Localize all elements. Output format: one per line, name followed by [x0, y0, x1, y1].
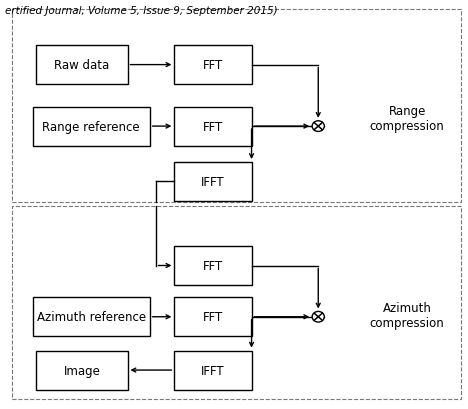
Bar: [33, 107, 150, 146]
Bar: [175, 246, 252, 285]
Bar: [175, 107, 252, 146]
Text: Range reference: Range reference: [43, 120, 140, 133]
Bar: [175, 162, 252, 201]
Text: FFT: FFT: [203, 59, 223, 72]
Bar: [12, 10, 461, 202]
Bar: [175, 46, 252, 85]
Bar: [33, 298, 150, 336]
Text: Raw data: Raw data: [54, 59, 110, 72]
Text: IFFT: IFFT: [201, 364, 225, 377]
Text: Range
compression: Range compression: [370, 105, 445, 133]
Text: ertified Journal, Volume 5, Issue 9, September 2015): ertified Journal, Volume 5, Issue 9, Sep…: [5, 6, 278, 16]
Bar: [175, 351, 252, 389]
Text: Azimuth
compression: Azimuth compression: [370, 301, 445, 329]
Bar: [37, 46, 127, 85]
Text: Image: Image: [64, 364, 100, 377]
Circle shape: [312, 121, 324, 132]
Text: FFT: FFT: [203, 310, 223, 324]
Bar: [37, 351, 127, 389]
Text: FFT: FFT: [203, 259, 223, 272]
Bar: [12, 207, 461, 399]
Text: FFT: FFT: [203, 120, 223, 133]
Bar: [175, 298, 252, 336]
Circle shape: [312, 312, 324, 322]
Text: IFFT: IFFT: [201, 175, 225, 189]
Text: Azimuth reference: Azimuth reference: [37, 310, 146, 324]
